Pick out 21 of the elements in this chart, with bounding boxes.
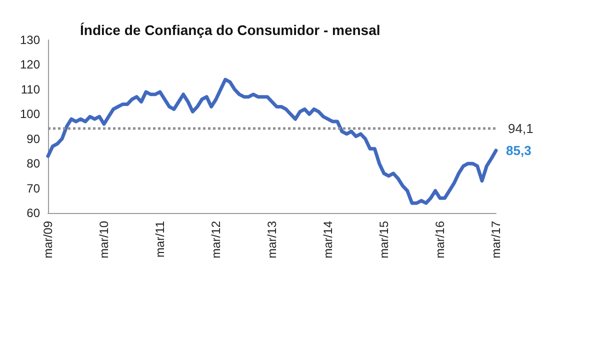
y-tick-label: 120 [20,58,40,72]
x-tick-label: mar/17 [489,220,503,258]
y-tick-label: 60 [26,206,40,220]
ref-line-label: 94,1 [508,121,534,136]
x-tick-label: mar/15 [377,220,391,258]
y-tick-label: 70 [26,181,40,196]
x-tick-label: mar/09 [41,220,55,258]
x-tick-label: mar/13 [265,220,279,258]
x-tick-label: mar/10 [97,220,111,258]
x-tick-label: mar/12 [209,220,223,258]
x-tick-label: mar/14 [321,220,335,258]
x-tick-label: mar/16 [433,220,447,258]
y-tick-label: 110 [20,82,40,96]
line-series [46,78,498,205]
y-tick-label: 100 [20,107,40,122]
x-tick-label: mar/11 [153,220,167,258]
chart-title: Índice de Confiança do Consumidor - mensal [80,22,380,38]
y-tick-label: 90 [26,132,40,146]
annotation: 85,3 [506,142,532,158]
y-tick-label: 80 [26,156,40,171]
y-tick-label: 130 [20,33,40,47]
